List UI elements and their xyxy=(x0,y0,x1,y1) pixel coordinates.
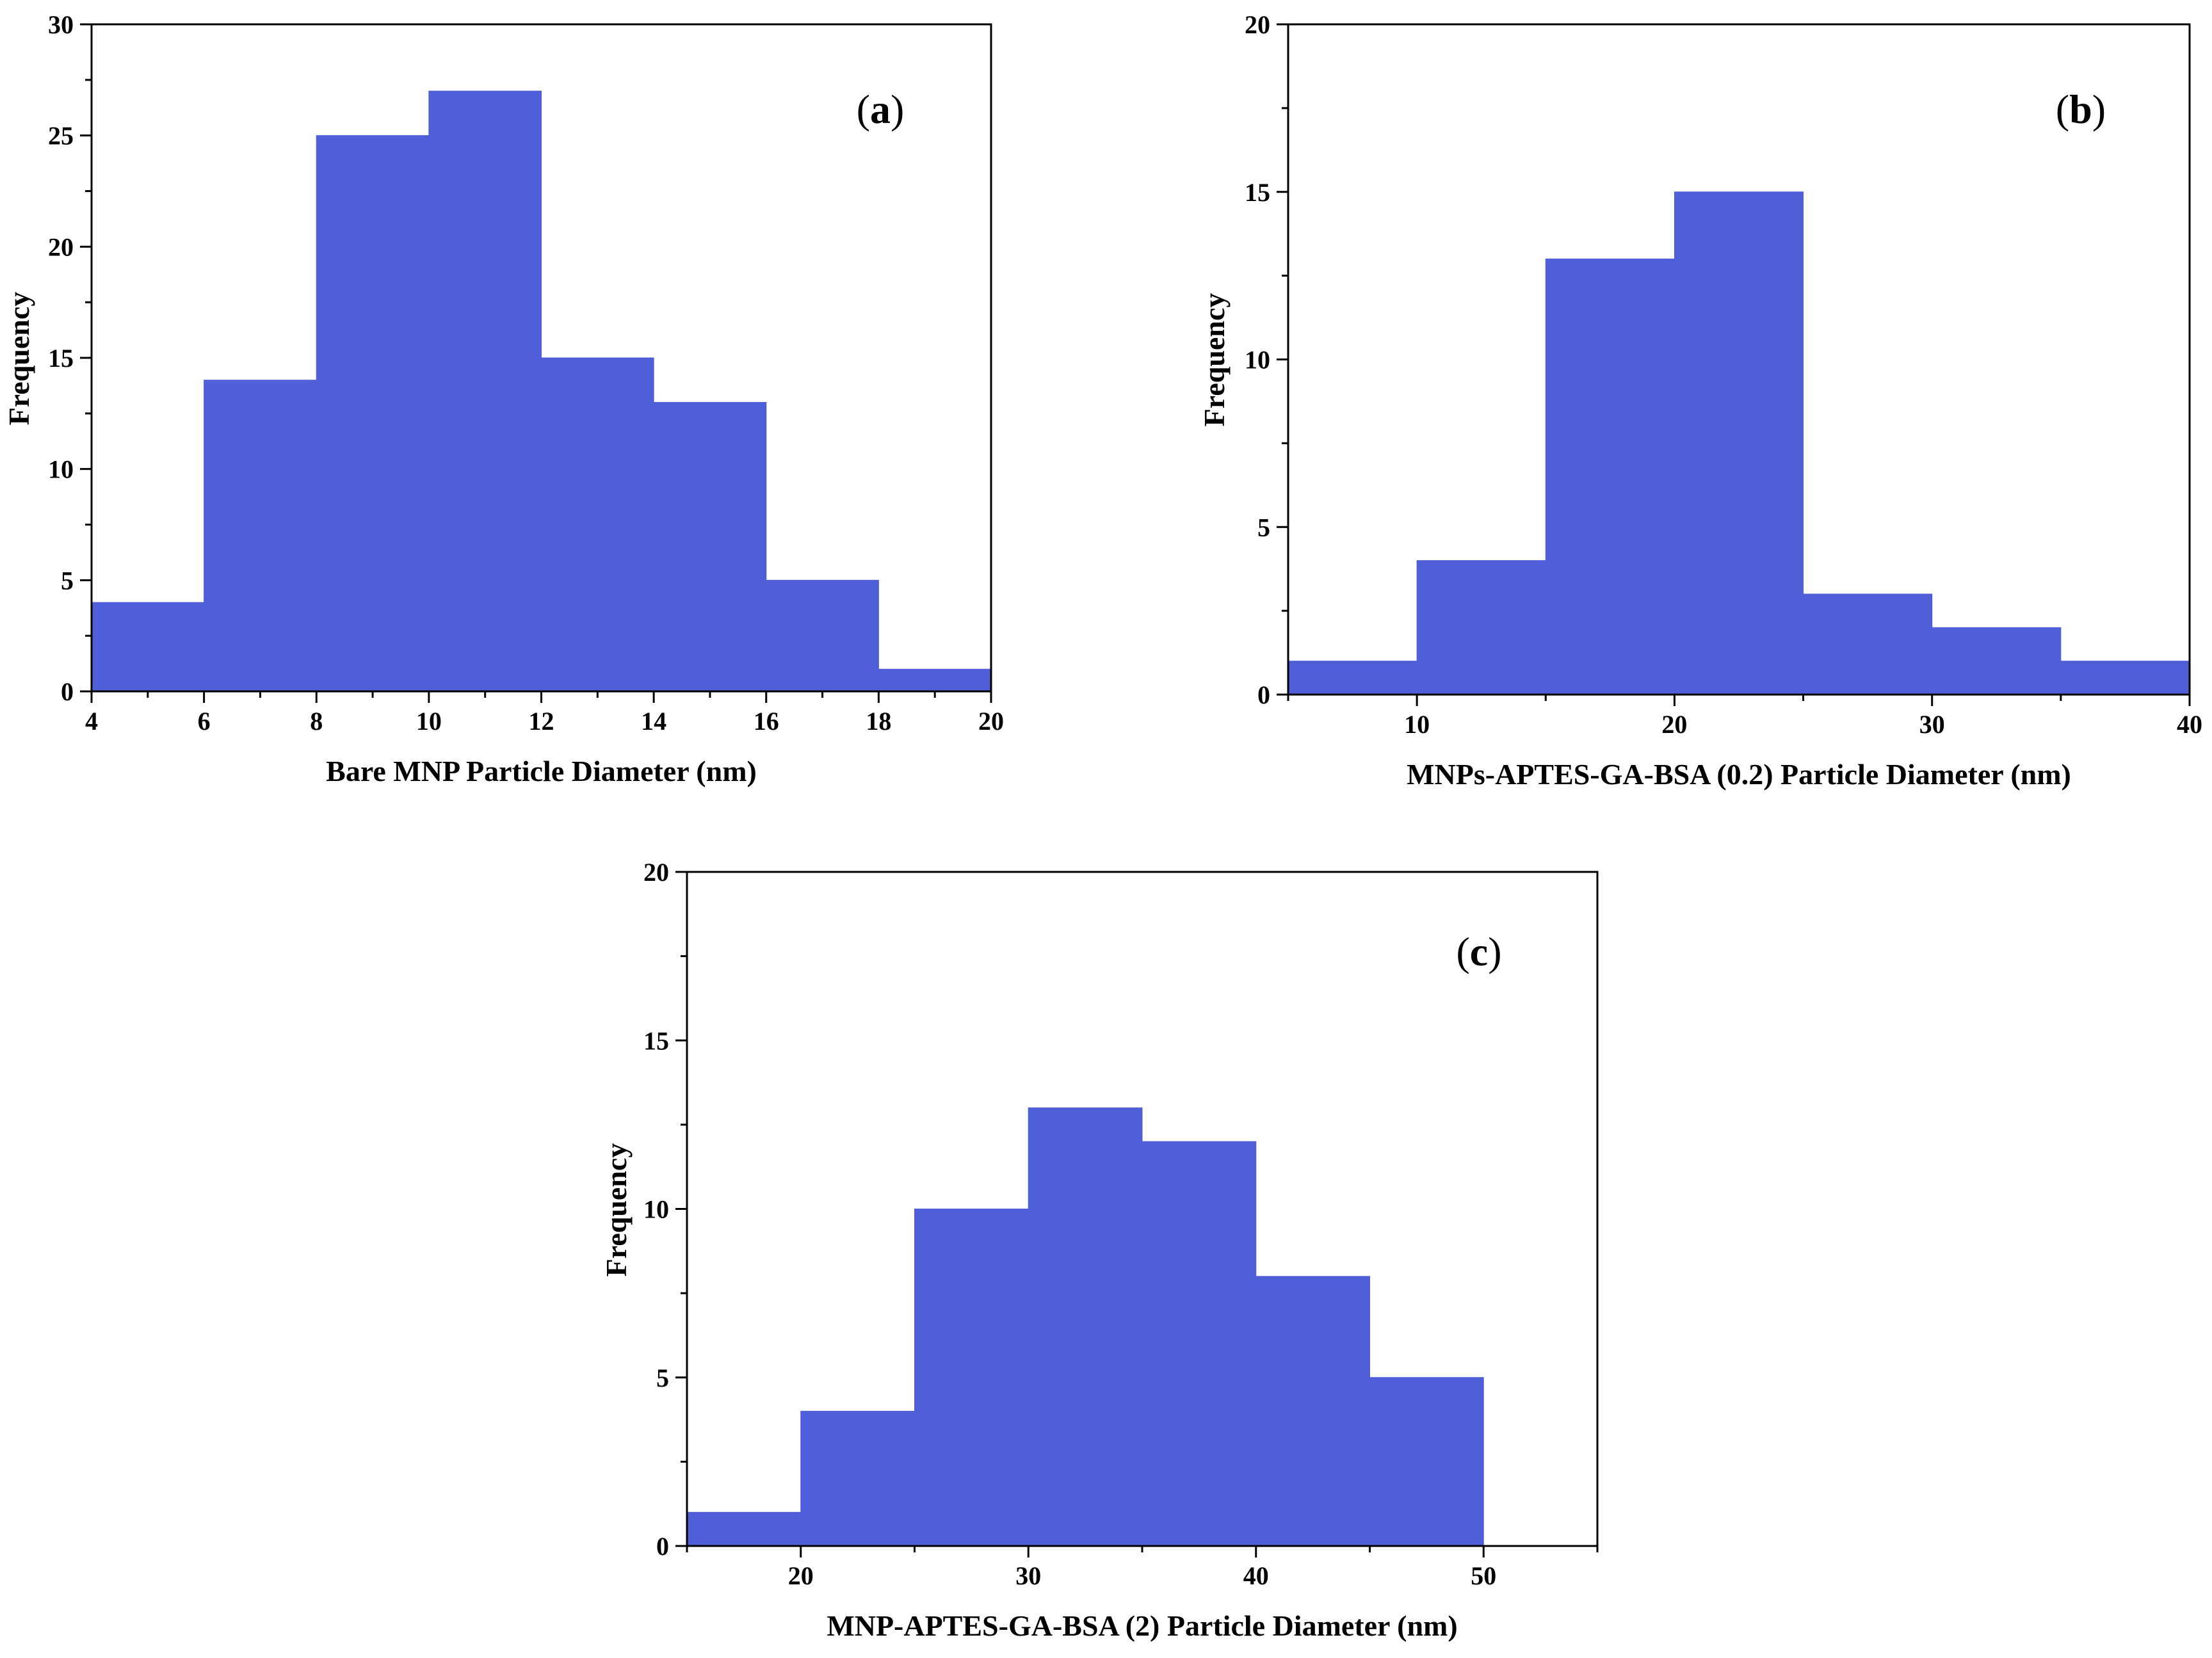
histogram-bar xyxy=(653,401,767,692)
histogram-bar xyxy=(1255,1276,1370,1547)
y-tick-label: 0 xyxy=(656,1532,669,1561)
x-axis-title: Bare MNP Particle Diameter (nm) xyxy=(326,755,757,787)
x-tick-label: 30 xyxy=(1015,1561,1041,1590)
histogram-bar xyxy=(1545,258,1675,695)
y-axis-title: Frequency xyxy=(3,292,35,426)
histogram-bar xyxy=(1803,593,1933,695)
histogram-bar xyxy=(766,579,879,692)
histogram-bar xyxy=(1369,1377,1484,1547)
panel-label-letter: b xyxy=(2069,86,2092,132)
x-tick-label: 14 xyxy=(641,707,666,736)
y-tick-label: 30 xyxy=(48,10,74,39)
y-tick-label: 25 xyxy=(48,122,74,150)
x-tick-label: 40 xyxy=(2177,710,2202,739)
y-tick-label: 10 xyxy=(48,455,74,484)
histogram-bar xyxy=(91,602,205,692)
y-tick-label: 15 xyxy=(643,1026,669,1055)
panel-label-letter: c xyxy=(1470,929,1488,974)
y-tick-label: 5 xyxy=(656,1364,669,1392)
x-tick-label: 10 xyxy=(416,707,442,736)
histogram-bar xyxy=(2060,661,2190,695)
x-tick-label: 30 xyxy=(1919,710,1945,739)
panel-label: (a) xyxy=(857,86,905,132)
histogram-panel-b: 10 20 30 40 0 5 10 15 20 MNPs-APTES-GA-BSA (0.2) … xyxy=(1198,10,2202,791)
histogram-panel-c: 20 30 40 50 0 5 10 15 20 MNP-APTES-GA-BSA (2) Par… xyxy=(600,858,1599,1642)
y-tick-label: 0 xyxy=(61,677,74,706)
x-tick-label: 8 xyxy=(310,707,323,736)
y-tick-label: 10 xyxy=(1245,346,1270,374)
x-tick-label: 20 xyxy=(978,707,1004,736)
y-tick-label: 20 xyxy=(48,232,74,261)
histogram-bar xyxy=(204,380,317,692)
histogram-panel-a: 4 6 8 10 12 14 16 18 20 0 5 10 15 20 25 30 Bare MNP Part… xyxy=(3,10,1004,787)
panel-label: (b) xyxy=(2056,86,2106,132)
histogram-bar xyxy=(800,1410,915,1547)
histogram-bar xyxy=(1416,560,1546,695)
panel-label: (c) xyxy=(1456,929,1501,974)
y-axis-title: Frequency xyxy=(600,1143,633,1277)
x-tick-label: 20 xyxy=(1661,710,1687,739)
x-tick-label: 10 xyxy=(1404,710,1430,739)
x-tick-label: 16 xyxy=(754,707,779,736)
x-tick-label: 4 xyxy=(85,707,98,736)
x-tick-label: 40 xyxy=(1243,1561,1269,1590)
histogram-bar xyxy=(878,668,992,692)
histogram-bar xyxy=(914,1209,1029,1547)
histogram-bar xyxy=(1028,1107,1143,1547)
histogram-bar xyxy=(316,135,430,692)
histogram-bar xyxy=(1142,1141,1257,1547)
x-tick-label: 50 xyxy=(1471,1561,1496,1590)
y-tick-label: 10 xyxy=(643,1195,669,1224)
x-tick-label: 18 xyxy=(866,707,891,736)
y-tick-label: 5 xyxy=(61,566,74,595)
x-tick-label: 12 xyxy=(529,707,554,736)
y-tick-label: 20 xyxy=(643,858,669,887)
histogram-bar xyxy=(541,357,654,692)
y-tick-label: 5 xyxy=(1257,513,1270,542)
histogram-bar xyxy=(1674,191,1804,695)
x-tick-label: 20 xyxy=(788,1561,814,1590)
histogram-bar xyxy=(428,90,542,692)
histogram-bar xyxy=(1932,627,2062,695)
y-tick-label: 0 xyxy=(1257,680,1270,709)
y-tick-label: 15 xyxy=(48,344,74,373)
x-axis-title: MNPs-APTES-GA-BSA (0.2) Particle Diamete… xyxy=(1407,758,2071,791)
x-axis-title: MNP-APTES-GA-BSA (2) Particle Diameter (… xyxy=(827,1609,1457,1642)
histogram-bar xyxy=(686,1511,802,1547)
panel-label-letter: a xyxy=(870,86,891,132)
y-tick-label: 20 xyxy=(1245,10,1270,39)
histogram-bar xyxy=(1288,661,1417,695)
x-tick-label: 6 xyxy=(198,707,211,736)
y-tick-label: 15 xyxy=(1245,178,1270,207)
y-axis-title: Frequency xyxy=(1198,293,1231,427)
